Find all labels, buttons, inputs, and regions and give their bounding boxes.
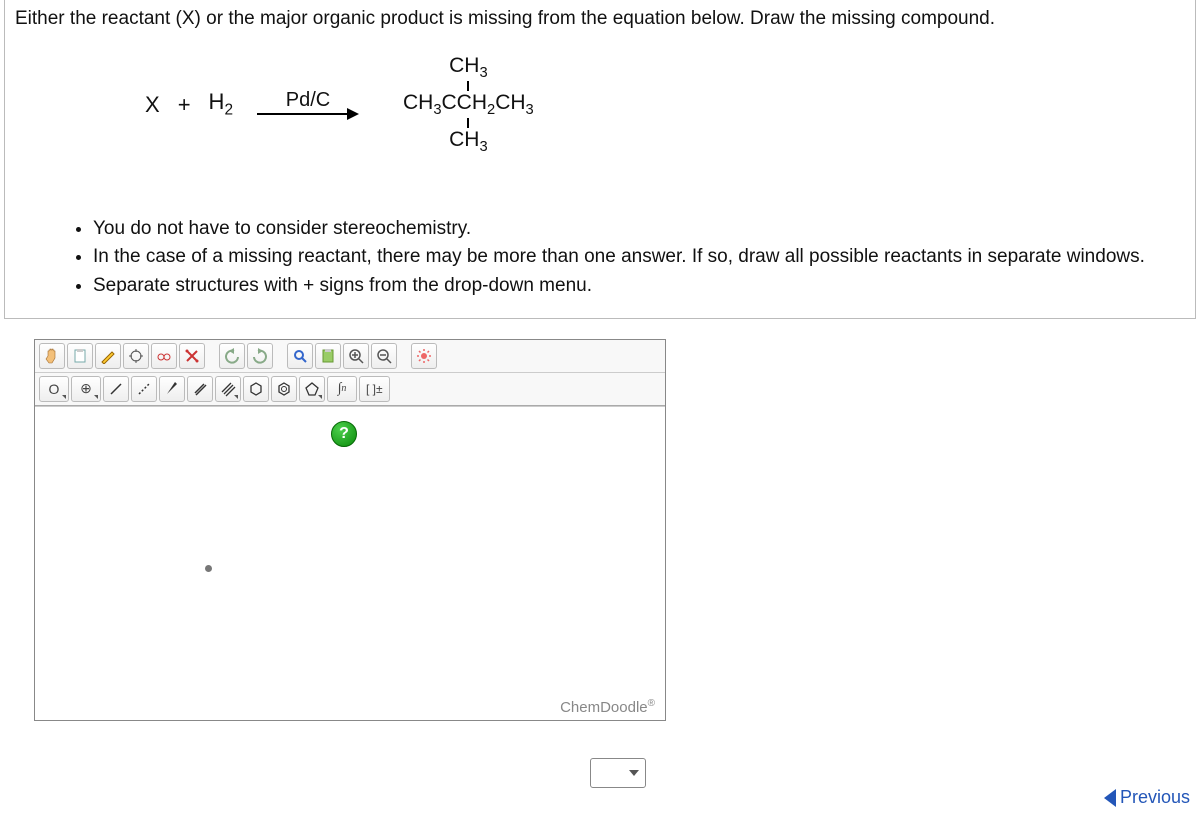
- search-tool[interactable]: [287, 343, 313, 369]
- hexagon-tool[interactable]: [243, 376, 269, 402]
- hint-item: In the case of a missing reactant, there…: [93, 244, 1185, 271]
- settings-button[interactable]: [411, 343, 437, 369]
- reactant-x: X: [145, 92, 160, 118]
- hints-block: You do not have to consider stereochemis…: [15, 216, 1185, 300]
- chain-tool[interactable]: ∫n: [327, 376, 357, 402]
- bracket-tool[interactable]: [ ]±: [359, 376, 390, 402]
- drawing-canvas[interactable]: ? ChemDoodle®: [35, 406, 665, 720]
- paste-tool[interactable]: [315, 343, 341, 369]
- marker-tool[interactable]: [95, 343, 121, 369]
- glasses-tool[interactable]: [151, 343, 177, 369]
- previous-label: Previous: [1120, 787, 1190, 808]
- redo-button[interactable]: [247, 343, 273, 369]
- status-dropdown[interactable]: [590, 758, 646, 788]
- zoom-in-button[interactable]: [343, 343, 369, 369]
- reaction-equation: X + H2 Pd/C CH3 CH3CCH2CH3 CH3: [15, 40, 1185, 164]
- structure-editor: O ⊕ ∫n [ ]± ? ChemDoodle®: [34, 339, 666, 721]
- hand-tool[interactable]: [39, 343, 65, 369]
- wedge-bond-tool[interactable]: [159, 376, 185, 402]
- triple-bond-tool[interactable]: [215, 376, 241, 402]
- atom-placeholder[interactable]: [205, 565, 212, 572]
- question-prompt: Either the reactant (X) or the major org…: [15, 6, 1185, 40]
- reagent-h2: H2: [209, 89, 233, 119]
- toolbar-row-1: [35, 340, 665, 373]
- hint-item: You do not have to consider stereochemis…: [93, 216, 1185, 243]
- chevron-down-icon: [629, 770, 639, 776]
- pentagon-tool[interactable]: [299, 376, 325, 402]
- move-tool[interactable]: [123, 343, 149, 369]
- reaction-arrow: Pd/C: [257, 89, 359, 120]
- clipboard-tool[interactable]: [67, 343, 93, 369]
- single-bond-tool[interactable]: [103, 376, 129, 402]
- charge-tool[interactable]: ⊕: [71, 376, 101, 402]
- zoom-out-button[interactable]: [371, 343, 397, 369]
- chemdoodle-brand: ChemDoodle®: [560, 698, 655, 716]
- dashed-bond-tool[interactable]: [131, 376, 157, 402]
- help-button[interactable]: ?: [331, 421, 357, 447]
- previous-arrow-icon: [1104, 789, 1116, 807]
- undo-button[interactable]: [219, 343, 245, 369]
- double-bond-tool[interactable]: [187, 376, 213, 402]
- benzene-tool[interactable]: [271, 376, 297, 402]
- toolbar-row-2: O ⊕ ∫n [ ]±: [35, 373, 665, 406]
- previous-button[interactable]: Previous: [1104, 787, 1190, 808]
- split-tool[interactable]: [179, 343, 205, 369]
- plus-sign: +: [178, 92, 191, 118]
- product-structure: CH3 CH3CCH2CH3 CH3: [403, 54, 534, 156]
- hint-item: Separate structures with + signs from th…: [93, 273, 1185, 300]
- element-oxygen[interactable]: O: [39, 376, 69, 402]
